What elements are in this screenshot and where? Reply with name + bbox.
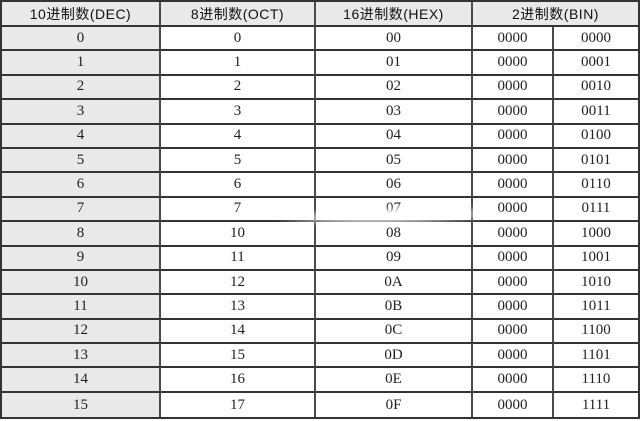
- cell-oct-row-2: 2: [161, 75, 316, 101]
- cell-bin_lo-row-14: 1110: [554, 368, 638, 393]
- cell-bin_lo-row-2: 0010: [554, 75, 638, 101]
- cell-dec-row-6: 6: [2, 173, 161, 198]
- cell-oct-row-8: 10: [161, 222, 316, 247]
- cell-hex-row-0: 00: [316, 27, 473, 52]
- header-decimal: 10进制数(DEC): [2, 2, 161, 27]
- cell-bin_lo-row-9: 1001: [554, 246, 638, 271]
- cell-dec-row-7: 7: [2, 197, 161, 223]
- cell-hex-row-15: 0F: [316, 392, 473, 418]
- cell-bin_hi-row-13: 0000: [473, 344, 554, 369]
- cell-hex-row-7: 07: [316, 197, 473, 223]
- cell-oct-row-14: 16: [161, 368, 316, 393]
- cell-oct-row-9: 11: [161, 246, 316, 271]
- cell-oct-row-3: 3: [161, 100, 316, 125]
- cell-oct-row-12: 14: [161, 319, 316, 345]
- cell-dec-row-4: 4: [2, 124, 161, 149]
- cell-bin_hi-row-15: 0000: [473, 392, 554, 418]
- cell-hex-row-8: 08: [316, 222, 473, 247]
- cell-bin_hi-row-3: 0000: [473, 100, 554, 125]
- cell-bin_hi-row-14: 0000: [473, 368, 554, 393]
- cell-dec-row-8: 8: [2, 222, 161, 247]
- cell-bin_lo-row-12: 1100: [554, 319, 638, 345]
- cell-bin_lo-row-1: 0001: [554, 51, 638, 76]
- cell-bin_hi-row-7: 0000: [473, 197, 554, 223]
- cell-oct-row-13: 15: [161, 344, 316, 369]
- cell-oct-row-10: 12: [161, 270, 316, 296]
- cell-hex-row-2: 02: [316, 75, 473, 101]
- cell-bin_hi-row-2: 0000: [473, 75, 554, 101]
- cell-oct-row-7: 7: [161, 197, 316, 223]
- cell-bin_hi-row-6: 0000: [473, 173, 554, 198]
- cell-hex-row-14: 0E: [316, 368, 473, 393]
- cell-bin_hi-row-12: 0000: [473, 319, 554, 345]
- header-hexadecimal: 16进制数(HEX): [316, 2, 473, 27]
- cell-dec-row-1: 1: [2, 51, 161, 76]
- cell-dec-row-12: 12: [2, 319, 161, 345]
- cell-bin_hi-row-9: 0000: [473, 246, 554, 271]
- cell-hex-row-13: 0D: [316, 344, 473, 369]
- cell-bin_lo-row-6: 0110: [554, 173, 638, 198]
- cell-dec-row-5: 5: [2, 148, 161, 174]
- cell-dec-row-15: 15: [2, 392, 161, 418]
- cell-oct-row-11: 13: [161, 295, 316, 320]
- cell-bin_hi-row-4: 0000: [473, 124, 554, 149]
- cell-bin_hi-row-8: 0000: [473, 222, 554, 247]
- cell-bin_lo-row-0: 0000: [554, 27, 638, 52]
- cell-hex-row-11: 0B: [316, 295, 473, 320]
- cell-bin_lo-row-5: 0101: [554, 148, 638, 174]
- cell-hex-row-4: 04: [316, 124, 473, 149]
- cell-dec-row-10: 10: [2, 270, 161, 296]
- cell-bin_hi-row-0: 0000: [473, 27, 554, 52]
- cell-hex-row-10: 0A: [316, 270, 473, 296]
- cell-hex-row-6: 06: [316, 173, 473, 198]
- cell-hex-row-5: 05: [316, 148, 473, 174]
- cell-bin_hi-row-11: 0000: [473, 295, 554, 320]
- cell-bin_lo-row-3: 0011: [554, 100, 638, 125]
- cell-oct-row-1: 1: [161, 51, 316, 76]
- cell-dec-row-2: 2: [2, 75, 161, 101]
- cell-oct-row-4: 4: [161, 124, 316, 149]
- cell-bin_lo-row-7: 0111: [554, 197, 638, 223]
- cell-oct-row-6: 6: [161, 173, 316, 198]
- header-octal: 8进制数(OCT): [161, 2, 316, 27]
- cell-dec-row-9: 9: [2, 246, 161, 271]
- cell-bin_lo-row-4: 0100: [554, 124, 638, 149]
- cell-hex-row-12: 0C: [316, 319, 473, 345]
- cell-bin_lo-row-8: 1000: [554, 222, 638, 247]
- cell-dec-row-14: 14: [2, 368, 161, 393]
- cell-dec-row-11: 11: [2, 295, 161, 320]
- cell-bin_lo-row-11: 1011: [554, 295, 638, 320]
- cell-dec-row-3: 3: [2, 100, 161, 125]
- cell-hex-row-1: 01: [316, 51, 473, 76]
- cell-bin_hi-row-1: 0000: [473, 51, 554, 76]
- cell-dec-row-13: 13: [2, 344, 161, 369]
- cell-bin_lo-row-15: 1111: [554, 392, 638, 418]
- cell-bin_hi-row-5: 0000: [473, 148, 554, 174]
- cell-hex-row-3: 03: [316, 100, 473, 125]
- cell-oct-row-0: 0: [161, 27, 316, 52]
- cell-bin_lo-row-10: 1010: [554, 270, 638, 296]
- cell-oct-row-15: 17: [161, 392, 316, 418]
- header-binary: 2进制数(BIN): [473, 2, 638, 27]
- cell-dec-row-0: 0: [2, 27, 161, 52]
- cell-hex-row-9: 09: [316, 246, 473, 271]
- cell-bin_lo-row-13: 1101: [554, 344, 638, 369]
- cell-bin_hi-row-10: 0000: [473, 270, 554, 296]
- cell-oct-row-5: 5: [161, 148, 316, 174]
